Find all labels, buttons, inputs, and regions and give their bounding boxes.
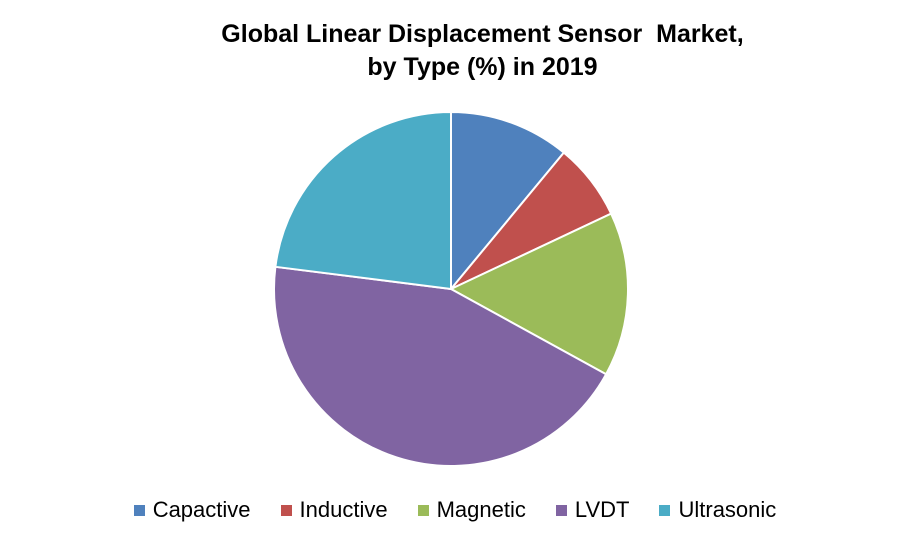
- legend-item-magnetic: Magnetic: [417, 497, 526, 523]
- legend-label-inductive: Inductive: [299, 497, 388, 522]
- legend: Capactive Inductive Magnetic LVDT Ultras…: [0, 497, 900, 523]
- legend-swatch-capactive: [133, 504, 145, 516]
- legend-item-capactive: Capactive: [133, 497, 251, 523]
- legend-item-inductive: Inductive: [280, 497, 388, 523]
- pie-slice-capactive: [450, 110, 566, 292]
- legend-label-ultrasonic: Ultrasonic: [678, 497, 777, 522]
- pie-slice-magnetic: [448, 212, 629, 376]
- chart-title: Global Linear Displacement Sensor Market…: [0, 18, 900, 84]
- legend-item-lvdt: LVDT: [555, 497, 630, 523]
- legend-swatch-ultrasonic: [659, 504, 671, 516]
- legend-item-ultrasonic: Ultrasonic: [659, 497, 776, 523]
- chart-title-line-2: by Type (%) in 2019: [367, 53, 598, 81]
- legend-label-capactive: Capactive: [152, 497, 251, 522]
- legend-swatch-inductive: [280, 504, 292, 516]
- pie-slice-ultrasonic: [274, 110, 452, 291]
- pie-slice-lvdt: [273, 265, 608, 467]
- legend-label-lvdt: LVDT: [574, 497, 630, 522]
- chart-title-line-1: Global Linear Displacement Sensor Market…: [221, 20, 744, 48]
- legend-swatch-lvdt: [555, 504, 567, 516]
- legend-label-magnetic: Magnetic: [436, 497, 526, 522]
- legend-swatch-magnetic: [417, 504, 429, 516]
